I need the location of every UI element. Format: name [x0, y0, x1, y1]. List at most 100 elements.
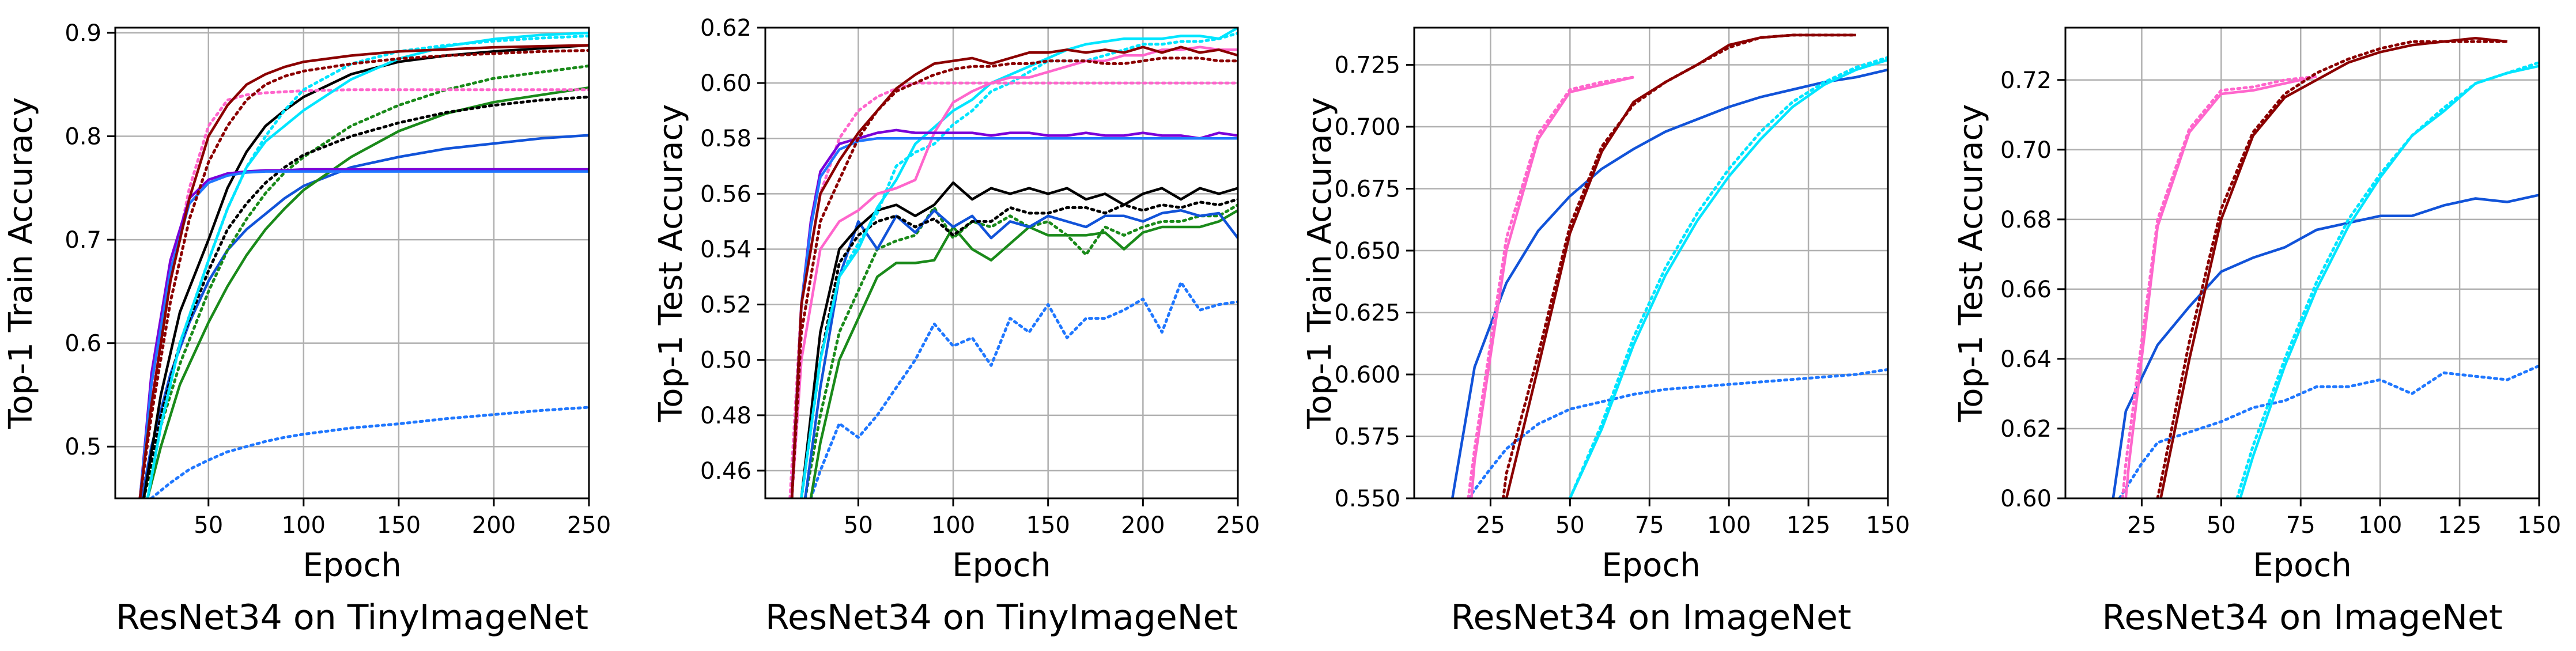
panel-title: ResNet34 on ImageNet — [2102, 597, 2503, 638]
series-line-4 — [2239, 65, 2539, 498]
x-axis-label: Epoch — [1601, 547, 1700, 584]
series-line-13 — [790, 56, 1238, 498]
x-tick-label: 100 — [931, 512, 975, 539]
series-line-8 — [138, 168, 589, 498]
x-tick-label: 50 — [1555, 512, 1585, 539]
y-tick-label: 0.9 — [65, 20, 101, 47]
y-tick-label: 0.600 — [1334, 362, 1400, 388]
series-line-3 — [803, 203, 1238, 498]
series-line-2 — [2112, 194, 2539, 498]
x-tick-label: 150 — [1026, 512, 1070, 539]
series-line-10 — [788, 81, 1238, 498]
x-tick-label: 250 — [1216, 512, 1260, 539]
y-tick-label: 0.7 — [65, 227, 101, 253]
axes-frame — [764, 27, 1239, 499]
series-line-3 — [1568, 56, 1888, 498]
series-line-6 — [1470, 75, 1634, 498]
y-tick-label: 0.66 — [2000, 277, 2052, 303]
y-tick-label: 0.550 — [1334, 486, 1400, 512]
y-axis-label: Top-1 Test Accuracy — [1952, 104, 1990, 423]
y-axis-label: Top-1 Test Accuracy — [652, 104, 690, 423]
x-axis-label: Epoch — [2253, 547, 2351, 584]
series-line-1 — [2118, 364, 2539, 498]
series-line-3 — [2235, 61, 2539, 498]
chart-panel-4: 25 50 75 100 125 150 0.60 0.62 0.64 0.66 0.68 0.70 0… — [1952, 27, 2561, 638]
y-tick-label: 0.5 — [65, 434, 101, 460]
series-line-1 — [809, 281, 1238, 498]
y-tick-label: 0.52 — [700, 292, 751, 319]
series-line-14 — [790, 46, 1238, 498]
y-tick-label: 0.725 — [1334, 52, 1400, 79]
series-line-6 — [2124, 75, 2317, 498]
x-tick-label: 50 — [2207, 512, 2236, 539]
series-group — [788, 28, 1238, 498]
series-line-2 — [1451, 68, 1888, 498]
panel-title: ResNet34 on TinyImageNet — [116, 597, 588, 638]
series-line-4 — [803, 209, 1238, 498]
x-tick-label: 25 — [1476, 512, 1505, 539]
series-line-11 — [790, 128, 1238, 498]
series-line-12 — [790, 137, 1238, 498]
x-tick-label: 50 — [194, 512, 223, 539]
y-tick-label: 0.58 — [700, 126, 751, 152]
axes-frame — [1413, 27, 1889, 499]
x-tick-label: 100 — [1707, 512, 1751, 539]
y-tick-label: 0.62 — [2000, 416, 2052, 442]
x-axis-label: Epoch — [952, 547, 1051, 584]
y-tick-label: 0.625 — [1334, 300, 1400, 327]
series-line-8 — [1505, 33, 1856, 498]
series-line-9 — [138, 170, 589, 498]
y-tick-label: 0.700 — [1334, 114, 1400, 141]
panel-title: ResNet34 on ImageNet — [1451, 597, 1852, 638]
y-axis-label: Top-1 Train Accuracy — [1301, 97, 1339, 430]
x-tick-label: 250 — [567, 512, 611, 539]
series-line-7 — [1502, 33, 1858, 498]
series-line-12 — [138, 49, 589, 498]
x-tick-label: 125 — [1786, 512, 1830, 539]
y-tick-label: 0.50 — [700, 347, 751, 374]
series-line-5 — [1467, 75, 1636, 498]
series-group — [2112, 36, 2539, 498]
series-line-1 — [1467, 368, 1888, 498]
x-tick-label: 150 — [2517, 512, 2561, 539]
x-tick-label: 50 — [844, 512, 873, 539]
series-line-5 — [800, 198, 1238, 498]
y-tick-label: 0.72 — [2000, 67, 2052, 94]
panel-title: ResNet34 on TinyImageNet — [765, 597, 1238, 638]
series-line-3 — [146, 86, 589, 498]
x-tick-label: 150 — [377, 512, 421, 539]
x-tick-label: 200 — [1121, 512, 1165, 539]
y-tick-label: 0.8 — [65, 124, 101, 150]
y-tick-label: 0.575 — [1334, 424, 1400, 451]
series-line-4 — [142, 64, 589, 498]
series-line-10 — [146, 34, 589, 498]
x-axis-label: Epoch — [303, 547, 401, 584]
x-tick-label: 150 — [1866, 512, 1910, 539]
x-tick-label: 100 — [282, 512, 326, 539]
series-line-5 — [2121, 75, 2318, 498]
y-tick-label: 0.64 — [2000, 346, 2052, 373]
y-tick-label: 0.56 — [700, 181, 751, 207]
series-line-8 — [2159, 36, 2508, 498]
x-tick-label: 200 — [472, 512, 516, 539]
series-line-4 — [1569, 58, 1888, 498]
chart-panel-2: 50 100 150 200 250 0.46 0.48 0.50 0.52 0.54 0.56 0.… — [652, 15, 1260, 638]
y-tick-label: 0.68 — [2000, 207, 2052, 233]
y-tick-label: 0.48 — [700, 403, 751, 429]
x-tick-label: 75 — [2286, 512, 2316, 539]
y-tick-label: 0.6 — [65, 331, 101, 357]
series-line-11 — [146, 31, 589, 498]
chart-panel-3: 25 50 75 100 125 150 0.550 0.575 0.600 0.625 0.650… — [1301, 27, 1910, 638]
y-tick-label: 0.62 — [700, 15, 751, 41]
x-tick-label: 125 — [2438, 512, 2481, 539]
series-line-6 — [142, 44, 589, 498]
series-line-9 — [790, 46, 1238, 498]
series-group — [1451, 33, 1888, 498]
y-axis-label: Top-1 Train Accuracy — [2, 97, 40, 430]
x-tick-label: 100 — [2358, 512, 2402, 539]
series-line-1 — [150, 406, 589, 498]
y-tick-label: 0.675 — [1334, 176, 1400, 203]
x-tick-label: 25 — [2127, 512, 2156, 539]
y-tick-label: 0.60 — [700, 70, 751, 97]
